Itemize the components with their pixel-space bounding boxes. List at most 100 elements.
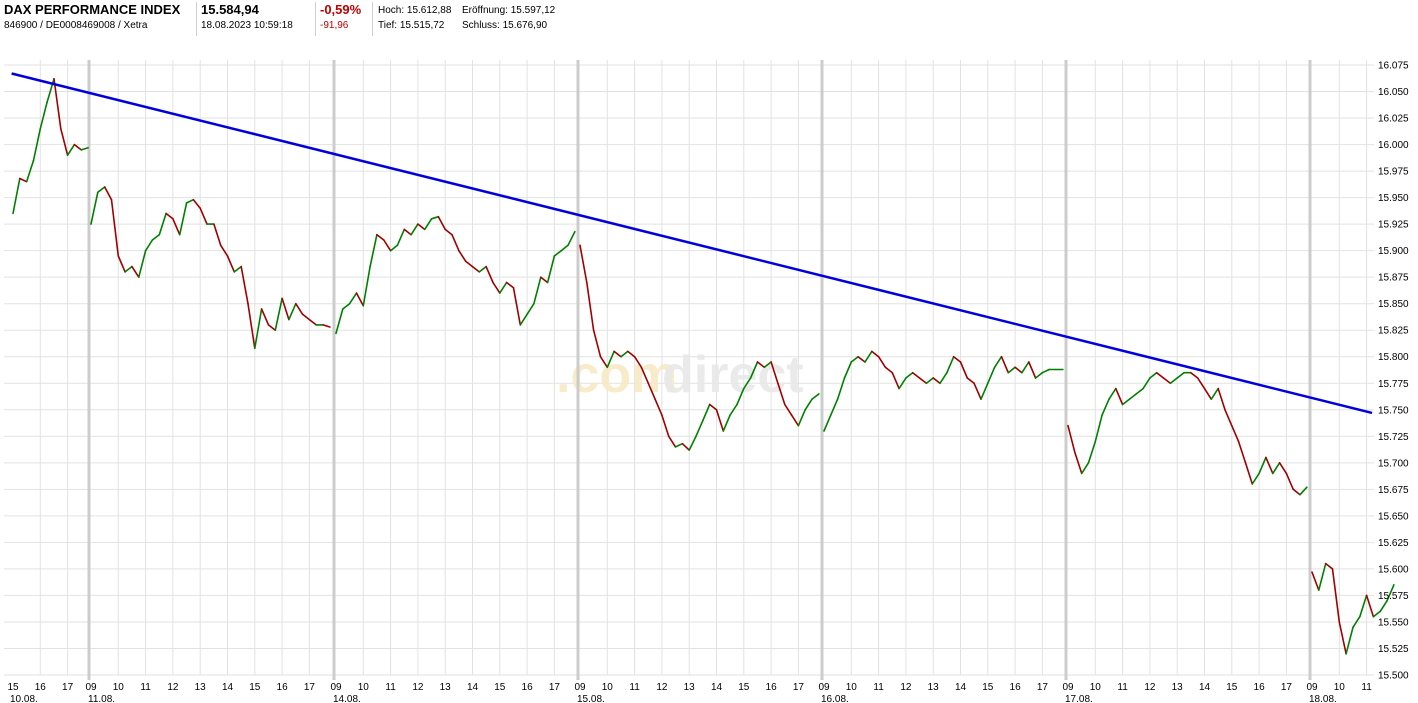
price-segment: [1101, 398, 1110, 416]
price-segment: [240, 265, 249, 305]
open-value: 15.597,12: [510, 5, 556, 16]
price-series: [12, 77, 1395, 655]
price-segment: [585, 281, 595, 332]
y-tick-label: 16.075: [1378, 61, 1409, 72]
price-segment: [369, 233, 378, 268]
price-segment: [756, 361, 766, 369]
price-segment: [884, 366, 894, 374]
low-value: 15.515,72: [399, 20, 445, 31]
price-segment: [1034, 371, 1044, 379]
price-segment: [1258, 456, 1267, 475]
price-segment: [966, 377, 975, 385]
y-tick-label: 15.650: [1378, 511, 1409, 522]
y-tick-label: 16.025: [1378, 114, 1409, 125]
price-segment: [1094, 414, 1103, 443]
price-segment: [729, 403, 738, 416]
y-tick-label: 15.525: [1378, 644, 1409, 655]
price-segment: [811, 393, 820, 401]
x-tick-label: 10: [846, 682, 858, 693]
price-segment: [640, 366, 650, 385]
price-segment: [355, 292, 365, 307]
price-segment: [1149, 371, 1158, 379]
price-segment: [1372, 610, 1382, 618]
price-segment: [674, 442, 684, 448]
price-segment: [59, 127, 69, 156]
y-tick-label: 15.875: [1378, 273, 1409, 284]
price-segment: [281, 297, 290, 321]
price-segment: [836, 377, 846, 401]
price-segment: [505, 281, 515, 289]
price-segment: [533, 276, 542, 305]
x-tick-label: 16: [1010, 682, 1022, 693]
low-stat: Tief: 15.515,72: [378, 20, 444, 31]
price-segment: [274, 297, 283, 332]
price-segment: [1115, 387, 1124, 406]
price-segment: [158, 212, 167, 236]
index-identifiers: 846900 / DE0008469008 / Xetra: [4, 20, 148, 31]
price-segment: [1021, 361, 1030, 374]
price-segment: [742, 377, 752, 390]
x-tick-label: 12: [900, 682, 912, 693]
price-segment: [1237, 440, 1247, 464]
price-segment: [1265, 456, 1274, 475]
y-axis: 16.075 16.050 16.025 16.000 15.975 15.950 15.9…: [1378, 61, 1409, 682]
price-segment: [32, 127, 42, 162]
price-segment: [1080, 461, 1090, 475]
x-tick-label: 16: [766, 682, 778, 693]
price-segment: [308, 318, 318, 326]
price-segment: [654, 398, 663, 416]
price-segment: [53, 77, 62, 130]
price-segment: [708, 403, 718, 411]
price-segment: [1121, 398, 1131, 406]
price-segment: [213, 223, 222, 247]
x-tick-label: 16: [1254, 682, 1266, 693]
chart-background: [0, 40, 1418, 703]
price-segment: [986, 366, 996, 385]
y-tick-label: 15.900: [1378, 246, 1409, 257]
price-segment: [973, 382, 982, 401]
x-date-label: 16.08.: [821, 694, 849, 703]
price-segment: [1231, 424, 1240, 443]
price-segment: [715, 408, 725, 432]
change-percent: -0,59%: [320, 2, 362, 17]
y-tick-label: 15.825: [1378, 326, 1409, 337]
y-tick-label: 15.600: [1378, 564, 1409, 575]
price-segment: [579, 244, 588, 284]
header-divider: [196, 2, 197, 36]
price-segment: [423, 218, 433, 231]
x-tick-label: 10: [358, 682, 370, 693]
price-segment: [1074, 451, 1083, 475]
y-tick-label: 15.850: [1378, 299, 1409, 310]
price-segment: [322, 324, 331, 328]
x-tick-label: 12: [656, 682, 668, 693]
trendline: [11, 72, 1373, 415]
x-tick-label: 09: [1062, 682, 1074, 693]
price-segment: [667, 435, 677, 448]
price-segment: [73, 143, 83, 151]
price-segment: [1345, 626, 1354, 655]
price-segment: [688, 435, 697, 451]
y-tick-label: 16.000: [1378, 140, 1409, 151]
y-tick-label: 16.050: [1378, 87, 1409, 98]
price-segment: [1338, 621, 1347, 655]
x-tick-label: 10: [113, 682, 125, 693]
price-segment: [294, 302, 304, 316]
price-segment: [905, 371, 914, 379]
y-tick-label: 15.575: [1378, 591, 1409, 602]
price-segment: [192, 198, 201, 209]
x-tick-label: 13: [440, 682, 452, 693]
price-segment: [1324, 562, 1334, 570]
price-segment: [341, 302, 351, 310]
price-segment: [1007, 366, 1016, 374]
price-segment: [843, 361, 853, 379]
x-tick-label: 17: [62, 682, 74, 693]
trendline-layer: [11, 72, 1373, 415]
x-tick-label: 15: [1226, 682, 1238, 693]
price-segment: [39, 101, 48, 130]
price-segment: [777, 382, 786, 406]
x-tick-label: 11: [629, 682, 640, 693]
price-chart[interactable]: .com direct 16.075 16.050 16.025 16.000 15.9…: [0, 40, 1418, 703]
price-segment: [770, 361, 779, 385]
price-segment: [891, 371, 900, 390]
x-tick-label: 09: [330, 682, 342, 693]
